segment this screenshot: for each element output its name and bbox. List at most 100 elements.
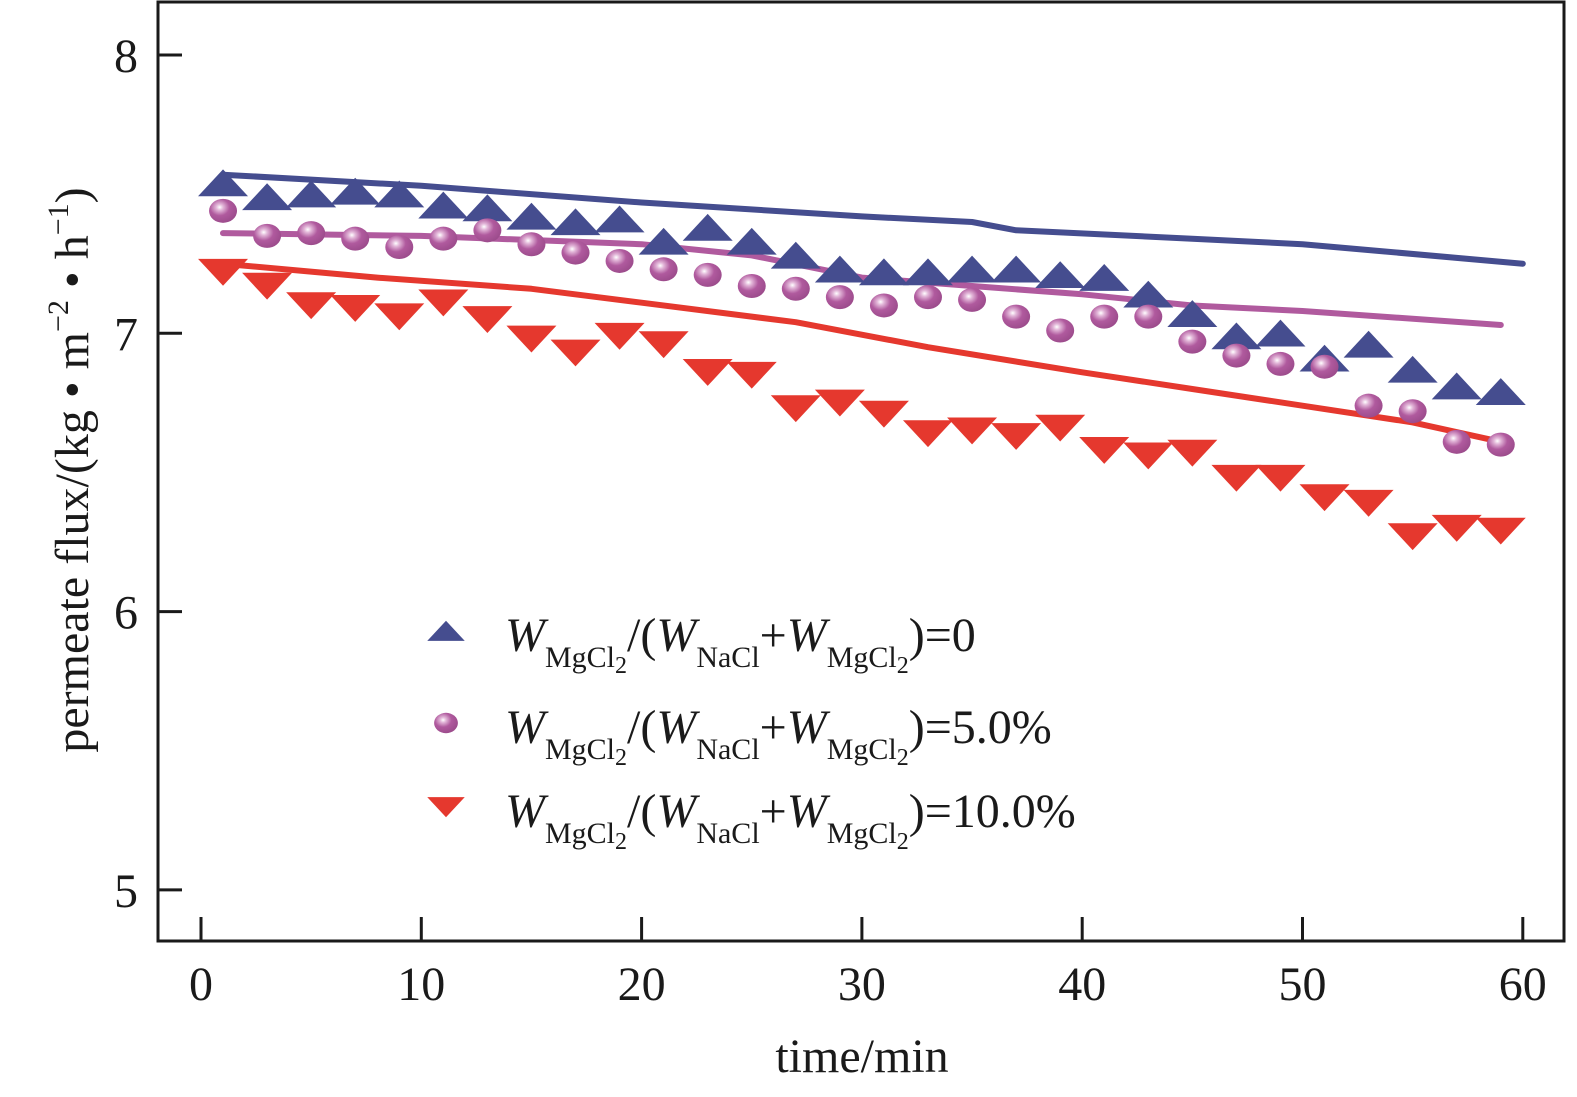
marker-triangle-up	[726, 227, 777, 255]
marker-triangle-up	[1035, 261, 1086, 289]
marker-sphere	[1442, 429, 1471, 454]
marker-sphere	[1398, 399, 1427, 424]
series-2-markers	[209, 198, 1515, 457]
marker-triangle-up	[1123, 280, 1174, 308]
marker-sphere	[1310, 354, 1339, 379]
marker-triangle-down	[506, 325, 557, 353]
legend-item-1: WMgCl2/(WNaCl+WMgCl2)=0	[427, 609, 976, 679]
marker-triangle-up	[506, 202, 557, 230]
marker-triangle-down	[330, 295, 381, 322]
marker-triangle-up	[1167, 300, 1218, 328]
y-tick-label: 7	[114, 308, 138, 361]
marker-triangle-down	[374, 303, 425, 331]
marker-triangle-up	[418, 191, 469, 219]
legend-label: WMgCl2/(WNaCl+WMgCl2)=0	[505, 609, 976, 679]
marker-triangle-down	[1079, 436, 1130, 464]
marker-triangle-down	[1431, 514, 1482, 542]
marker-triangle-up	[682, 213, 733, 241]
legend-item-2: WMgCl2/(WNaCl+WMgCl2)=5.0%	[434, 701, 1052, 771]
legend: WMgCl2/(WNaCl+WMgCl2)=0 WMgCl2/(WNaCl+WMg…	[427, 609, 1076, 855]
marker-triangle-down	[1299, 484, 1350, 512]
marker-triangle-down	[286, 292, 337, 320]
marker-triangle-up	[1475, 378, 1526, 405]
marker-sphere	[1002, 304, 1031, 329]
marker-sphere	[1134, 304, 1163, 329]
marker-triangle-up	[814, 255, 865, 283]
marker-sphere	[253, 223, 282, 248]
x-tick-label: 30	[838, 958, 886, 1011]
marker-sphere	[1486, 432, 1515, 457]
marker-triangle-down	[1211, 464, 1262, 492]
marker-triangle-down	[550, 339, 601, 367]
marker-triangle-up	[1387, 355, 1438, 383]
marker-triangle-up	[286, 180, 337, 208]
marker-sphere	[1090, 304, 1119, 329]
marker-sphere	[434, 712, 458, 734]
x-tick-label: 0	[189, 958, 213, 1011]
marker-triangle-down	[1123, 442, 1174, 470]
marker-sphere	[297, 221, 326, 246]
marker-sphere	[561, 240, 590, 265]
marker-sphere	[781, 276, 810, 301]
marker-triangle-up	[947, 255, 998, 283]
marker-triangle-up	[427, 620, 465, 641]
x-tick-label: 20	[618, 958, 666, 1011]
marker-triangle-down	[198, 258, 249, 286]
marker-sphere	[517, 232, 546, 257]
marker-triangle-up	[770, 241, 821, 269]
marker-triangle-up	[902, 258, 953, 286]
marker-triangle-down	[682, 359, 733, 386]
marker-triangle-down	[726, 361, 777, 389]
marker-triangle-down	[1035, 414, 1086, 442]
marker-sphere	[1266, 351, 1295, 376]
marker-sphere	[209, 198, 238, 223]
x-tick-label: 50	[1279, 958, 1327, 1011]
x-tick-label: 40	[1058, 958, 1106, 1011]
marker-triangle-up	[1079, 264, 1130, 291]
legend-label: WMgCl2/(WNaCl+WMgCl2)=10.0%	[505, 785, 1076, 855]
data-markers	[198, 169, 1526, 551]
marker-sphere	[605, 248, 634, 273]
marker-triangle-down	[991, 423, 1042, 450]
marker-triangle-up	[1431, 372, 1482, 400]
y-axis-title-exp2: −1	[42, 203, 75, 235]
series-3-markers	[198, 258, 1526, 551]
x-tick-label: 60	[1499, 958, 1547, 1011]
marker-triangle-up	[374, 180, 425, 208]
marker-sphere	[1046, 318, 1075, 343]
marker-triangle-up	[462, 194, 513, 222]
marker-triangle-up	[330, 177, 381, 205]
marker-sphere	[913, 285, 942, 310]
marker-triangle-up	[1211, 322, 1262, 350]
marker-sphere	[429, 226, 458, 251]
marker-triangle-up	[1343, 330, 1394, 358]
marker-sphere	[385, 235, 414, 260]
x-axis-title: time/min	[775, 1030, 948, 1083]
marker-sphere	[693, 262, 722, 287]
y-tick-label: 8	[114, 30, 138, 83]
marker-triangle-down	[427, 797, 465, 818]
marker-triangle-down	[947, 417, 998, 445]
plot-frame	[156, 0, 1566, 943]
marker-triangle-down	[770, 395, 821, 423]
marker-sphere	[869, 293, 898, 318]
axes	[156, 0, 1566, 943]
marker-sphere	[473, 218, 502, 243]
marker-triangle-up	[638, 227, 689, 255]
marker-triangle-up	[991, 255, 1042, 283]
marker-sphere	[649, 257, 678, 282]
marker-triangle-down	[462, 306, 513, 334]
marker-triangle-down	[1387, 523, 1438, 551]
marker-triangle-up	[594, 205, 645, 233]
y-tick-label: 6	[114, 587, 138, 640]
y-axis-title-end: )	[46, 187, 99, 203]
legend-item-3: WMgCl2/(WNaCl+WMgCl2)=10.0%	[427, 785, 1076, 855]
ticks: 0 10 20 30 40 50 60 5 6 7 8	[114, 30, 1547, 1011]
marker-sphere	[958, 287, 987, 312]
y-tick-label: 5	[114, 865, 138, 918]
fit-line-series-1	[220, 171, 1526, 267]
marker-sphere	[341, 226, 370, 251]
marker-triangle-up	[1255, 319, 1306, 347]
y-axis-title-exp1: −2	[42, 300, 75, 332]
